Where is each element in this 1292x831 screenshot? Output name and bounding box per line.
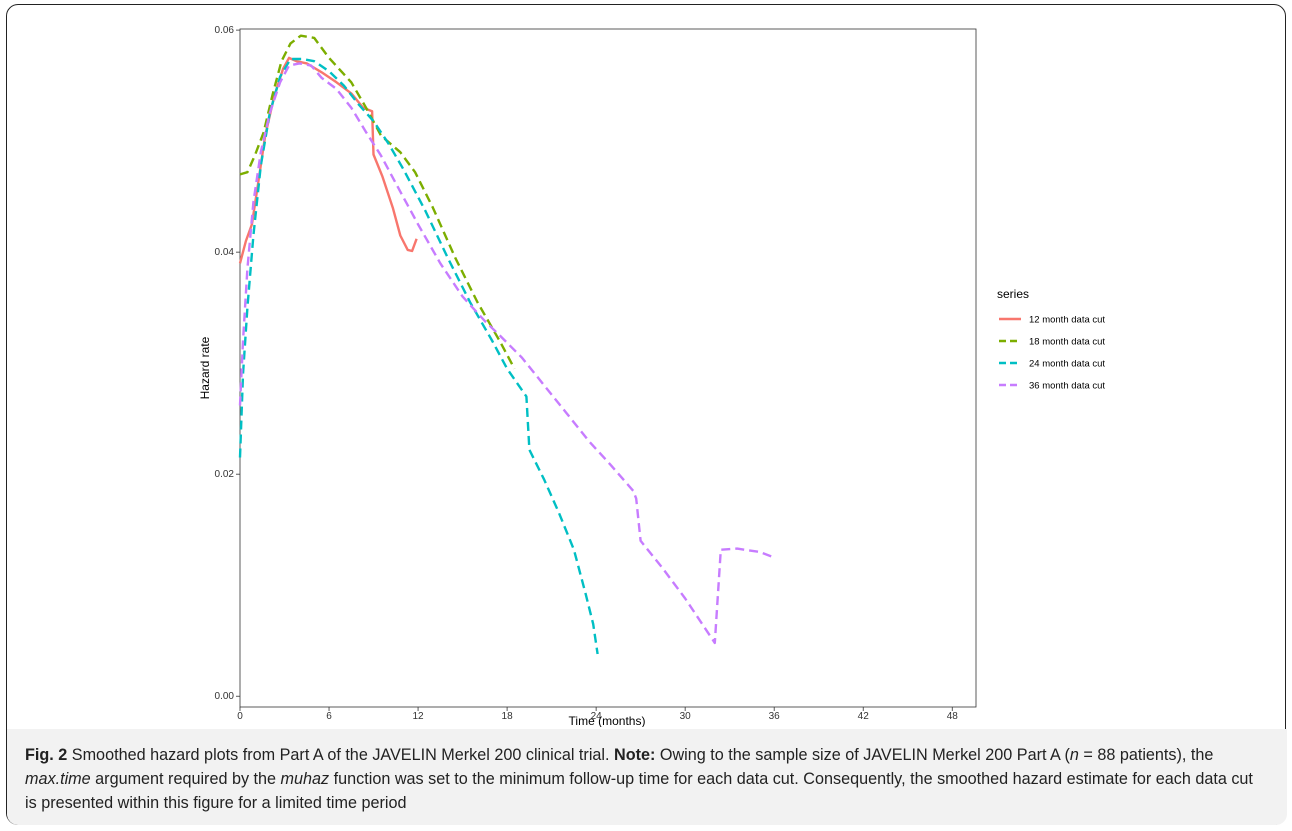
x-tick-label: 18 (502, 711, 514, 722)
caption-note-label: Note: (614, 746, 656, 764)
y-tick-label: 0.02 (215, 469, 235, 480)
x-tick-label: 0 (237, 711, 243, 722)
caption-muhaz-arg: muhaz (280, 770, 330, 788)
series-line-2 (239, 34, 516, 370)
x-axis: 0 6 12 18 24 30 36 42 48 (237, 707, 958, 722)
x-tick-label: 12 (413, 711, 425, 722)
caption-fig-label: Fig. 2 (25, 746, 68, 764)
x-tick-label: 48 (947, 711, 959, 722)
plot-panel (239, 28, 977, 708)
x-tick-label: 42 (858, 711, 870, 722)
legend-items: 12 month data cut 18 month data cut 24 mon… (999, 315, 1105, 392)
series-lines (238, 34, 775, 655)
legend-label: 18 month data cut (1029, 337, 1105, 348)
x-tick-label: 36 (769, 711, 781, 722)
legend-label: 12 month data cut (1029, 315, 1105, 326)
caption-text-1: Smoothed hazard plots from Part A of the… (67, 746, 615, 764)
x-axis-title: Time (months) (569, 714, 646, 727)
y-axis-title: Hazard rate (198, 336, 212, 399)
y-axis: 0.00 0.02 0.04 0.06 (215, 25, 240, 702)
figure-caption: Fig. 2 Smoothed hazard plots from Part A… (7, 729, 1287, 825)
legend-label: 24 month data cut (1029, 359, 1105, 370)
x-tick-label: 24 (591, 711, 603, 722)
x-tick-label: 6 (326, 711, 332, 722)
caption-text-3: = 88 patients), the (1078, 746, 1214, 764)
caption-text-4: argument required by the (90, 770, 281, 788)
caption-n-variable: n (1069, 746, 1079, 764)
caption-text-5: function was set to the minimum follow-u… (25, 770, 1253, 812)
x-tick-label: 30 (680, 711, 692, 722)
y-tick-label: 0.04 (215, 247, 235, 258)
legend-title: series (997, 287, 1029, 301)
plot-background (239, 28, 977, 708)
series-line-3 (238, 57, 599, 655)
y-tick-label: 0.06 (215, 25, 235, 36)
caption-text-2: Owing to the sample size of JAVELIN Merk… (655, 746, 1070, 764)
caption-max-time-arg: max.time (25, 770, 91, 788)
series-line-4 (238, 62, 775, 645)
hazard-chart: 0 6 12 18 24 30 36 42 48 0.00 0.02 0.04 0.06 Time (… (198, 25, 1105, 727)
figure-frame: 0 6 12 18 24 30 36 42 48 0.00 0.02 0.04 0.06 Time (… (6, 4, 1287, 825)
legend: series 12 month data cut 18 month data cu… (997, 287, 1105, 392)
y-tick-label: 0.00 (215, 691, 235, 702)
legend-label: 36 month data cut (1029, 381, 1105, 392)
